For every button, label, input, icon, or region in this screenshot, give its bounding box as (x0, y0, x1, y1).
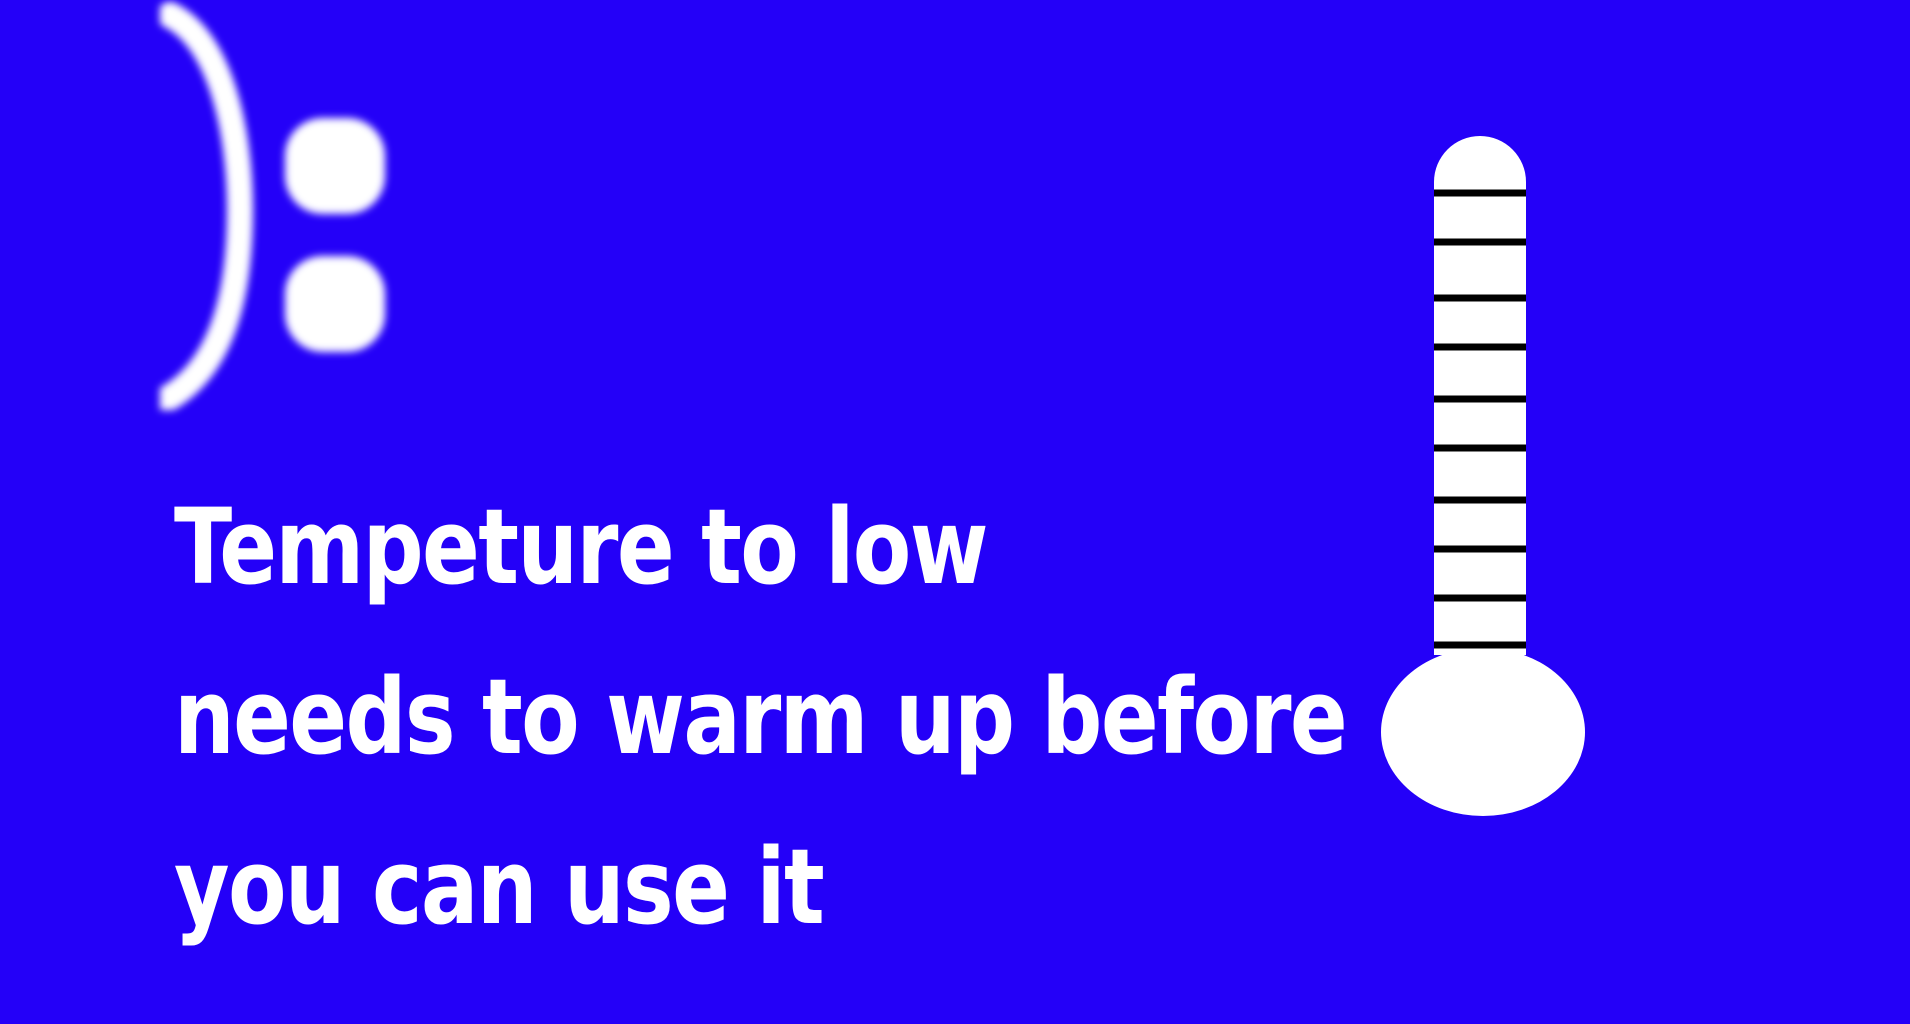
message-line-3: you can use it (174, 826, 825, 948)
thermometer-icon (1375, 135, 1595, 825)
message-line-1: Tempeture to low (174, 486, 989, 608)
message-line-2: needs to warm up before (174, 656, 1348, 778)
sad-face-icon (160, 0, 400, 410)
error-message: Tempeture to low needs to warm up before… (174, 462, 1348, 972)
